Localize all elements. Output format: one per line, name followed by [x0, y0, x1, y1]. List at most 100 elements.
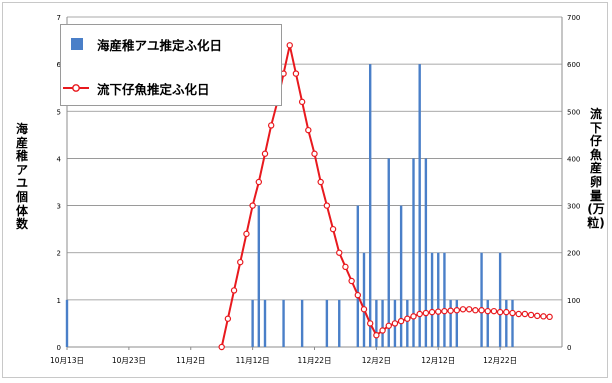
x-tick-label: 12月12日: [421, 356, 455, 365]
line-point: [546, 313, 553, 321]
line-point: [317, 178, 324, 186]
y-left-tick-label: 5: [57, 108, 61, 116]
line-point: [336, 249, 343, 256]
line-point: [243, 230, 250, 238]
line-point: [354, 291, 362, 299]
bar: [300, 299, 304, 347]
line-point: [453, 307, 461, 314]
line-point: [509, 309, 516, 317]
line-point: [298, 98, 306, 106]
bar: [418, 64, 421, 348]
line-point: [490, 307, 498, 315]
y-right-tick-label: 100: [567, 297, 580, 305]
bar: [455, 299, 459, 347]
line-point: [218, 343, 225, 351]
line-point: [249, 202, 256, 209]
line-point: [472, 307, 479, 314]
line-point: [391, 320, 399, 327]
y-right-tick-label: 300: [567, 203, 580, 211]
line-point: [267, 122, 275, 129]
bar: [251, 299, 254, 347]
bar: [498, 252, 502, 347]
bar: [505, 299, 508, 347]
line-point: [305, 126, 312, 134]
y-right-tick-label: 400: [567, 155, 580, 163]
line-point: [230, 287, 238, 294]
x-tick-label: 10月23日: [112, 356, 146, 365]
bar: [480, 252, 483, 347]
legend: 海産稚アユ推定ふ化日 流下仔魚推定ふ化日: [60, 24, 282, 106]
bar: [443, 252, 446, 347]
line-point: [459, 306, 467, 313]
chart-frame: [2, 2, 608, 378]
line-point: [465, 306, 473, 313]
legend-bar-swatch: [71, 38, 83, 50]
bar: [282, 299, 285, 347]
line-point: [496, 308, 504, 316]
line-point: [441, 307, 448, 315]
bar: [511, 299, 514, 347]
line-point: [360, 306, 368, 313]
bar: [399, 205, 403, 347]
bar: [449, 299, 452, 347]
line-point: [379, 327, 386, 334]
line-point: [261, 150, 269, 157]
line-point: [366, 320, 374, 327]
line-point: [385, 322, 392, 329]
line-point: [224, 315, 232, 322]
bar: [424, 158, 428, 347]
line-point: [521, 310, 529, 318]
y-left-tick-label: 0: [57, 344, 61, 352]
bar: [437, 252, 440, 347]
bar: [263, 299, 267, 347]
bar: [486, 299, 489, 347]
bar: [257, 205, 261, 347]
y-right-tick-label: 500: [567, 108, 580, 116]
line-point: [255, 178, 263, 186]
line-point: [237, 258, 244, 266]
y-right-axis-label: 流下仔魚産卵量(万粒): [587, 107, 605, 230]
bar: [338, 299, 341, 347]
line-point: [397, 317, 405, 325]
line-point: [527, 311, 535, 319]
y-left-tick-label: 6: [57, 61, 62, 69]
y-left-axis-label: 海産稚アユ個体数: [15, 122, 28, 232]
line-point: [478, 307, 485, 314]
line-point: [515, 310, 522, 318]
x-tick-label: 11月12日: [236, 356, 270, 365]
line-point: [503, 308, 510, 316]
bar: [65, 299, 69, 347]
legend-line-swatch: [63, 84, 89, 92]
y-right-tick-label: 700: [567, 14, 580, 22]
line-point: [404, 315, 411, 322]
bar: [387, 158, 390, 347]
y-left-tick-label: 3: [57, 203, 61, 211]
line-point: [342, 263, 349, 271]
line-point: [410, 313, 417, 320]
line-point: [311, 150, 318, 157]
x-tick-label: 10月13日: [50, 356, 84, 365]
line-point: [292, 70, 300, 77]
bar: [362, 252, 366, 347]
bar: [381, 299, 384, 347]
line-point: [373, 332, 380, 339]
bar: [356, 205, 360, 347]
y-left-tick-label: 2: [57, 250, 61, 258]
bar: [325, 299, 329, 347]
bar: [368, 64, 372, 348]
line-point: [447, 307, 454, 314]
line-point: [348, 277, 355, 285]
line-point: [422, 309, 430, 317]
line-point: [534, 312, 541, 320]
y-right-tick-label: 0: [567, 344, 571, 352]
line-point: [435, 308, 442, 315]
line-point: [286, 42, 293, 49]
legend-label-bar: 海産稚アユ推定ふ化日: [97, 37, 223, 53]
y-left-tick-label: 4: [57, 155, 62, 163]
line-point: [329, 225, 337, 233]
bar: [375, 299, 378, 347]
x-tick-label: 11月2日: [176, 356, 205, 365]
legend-item-line: 流下仔魚推定ふ化日: [61, 78, 210, 98]
bar: [406, 299, 409, 347]
